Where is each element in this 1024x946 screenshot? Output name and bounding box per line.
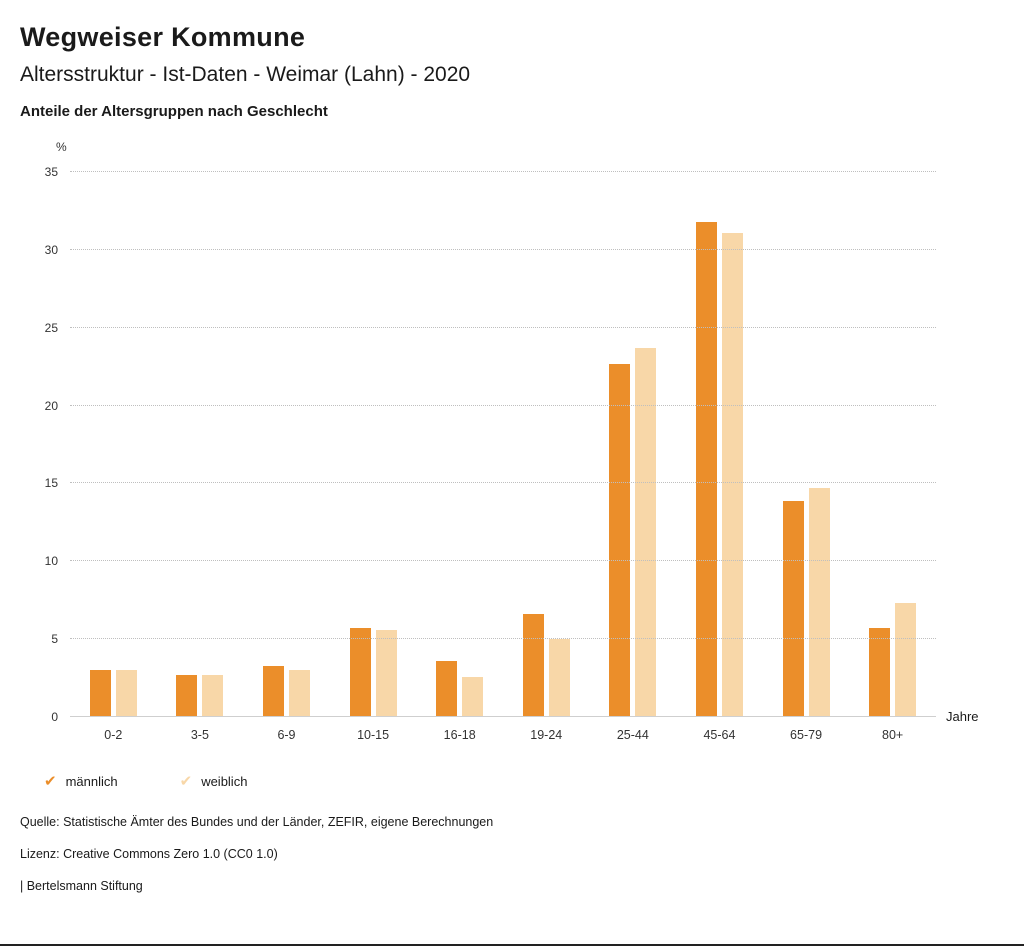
report-page: Wegweiser Kommune Altersstruktur - Ist-D… (20, 22, 1004, 893)
bar-group-10-15 (330, 172, 417, 717)
y-tick-label-10: 10 (44, 554, 58, 569)
legend-check-icon-männlich: ✔ (44, 773, 57, 790)
x-tick-label-16-18: 16-18 (443, 728, 476, 742)
bar-männlich-6-9[interactable] (262, 665, 284, 717)
bar-weiblich-16-18[interactable] (462, 676, 484, 717)
bar-männlich-65-79[interactable] (782, 500, 804, 717)
bar-weiblich-45-64[interactable] (721, 232, 743, 717)
chart-title: Anteile der Altersgruppen nach Geschlech… (20, 103, 328, 120)
bar-group-25-44 (590, 172, 677, 717)
gridline-35 (70, 171, 936, 172)
bar-group-65-79 (763, 172, 850, 717)
gridline-5 (70, 638, 936, 640)
x-tick-label-19-24: 19-24 (530, 728, 563, 742)
legend-check-icon-weiblich: ✔ (179, 773, 193, 790)
y-tick-label-5: 5 (51, 632, 58, 647)
x-axis-unit-label: Jahre (946, 709, 979, 724)
y-tick-label-15: 15 (44, 476, 58, 491)
bar-group-6-9 (243, 172, 330, 717)
bar-group-45-64 (676, 172, 763, 717)
bar-weiblich-3-5[interactable] (202, 674, 224, 717)
bar-männlich-10-15[interactable] (349, 628, 371, 717)
bar-weiblich-19-24[interactable] (548, 639, 570, 717)
x-tick-label-0-2: 0-2 (104, 728, 123, 742)
chart-legend: ✔ männlich ✔ weiblich (44, 774, 1004, 789)
bar-weiblich-10-15[interactable] (375, 629, 397, 717)
bar-weiblich-6-9[interactable] (288, 670, 310, 717)
y-tick-label-25: 25 (44, 320, 58, 335)
bar-groups (70, 172, 936, 717)
source-text: Quelle: Statistische Ämter des Bundes un… (20, 815, 494, 829)
bar-weiblich-25-44[interactable] (635, 347, 657, 717)
x-axis-tick-labels: 0-2 3-5 6-9 10-15 16-18 19-24 25-44 45-64 65-79 8… (70, 728, 936, 742)
legend-label-weiblich: weiblich (201, 774, 248, 789)
gridline-15 (70, 482, 936, 484)
x-tick-label-3-5: 3-5 (190, 728, 209, 742)
x-tick-label-6-9: 6-9 (277, 728, 296, 742)
x-tick-label-10-15: 10-15 (357, 728, 390, 742)
bar-group-3-5 (157, 172, 244, 717)
bar-männlich-19-24[interactable] (522, 614, 544, 717)
gridline-25 (70, 326, 936, 328)
bar-weiblich-0-2[interactable] (115, 670, 137, 717)
y-tick-label-35: 35 (44, 165, 58, 179)
page-subtitle: Altersstruktur - Ist-Daten - Weimar (Lah… (20, 63, 471, 86)
bar-weiblich-80+[interactable] (895, 603, 917, 717)
bar-group-80+ (849, 172, 936, 717)
x-tick-label-45-64: 45-64 (703, 728, 736, 742)
footer: Quelle: Statistische Ämter des Bundes un… (20, 815, 1004, 893)
gridline-10 (70, 560, 936, 562)
x-tick-label-80+: 80+ (882, 728, 904, 742)
license-text: Lizenz: Creative Commons Zero 1.0 (CC0 1… (20, 847, 278, 861)
attribution-text: | Bertelsmann Stiftung (20, 879, 143, 893)
bar-chart: % Jahre 0 5 10 15 20 25 30 35 0-2 3-5 6-9 10-15 16-… (45, 140, 979, 742)
gridline-20 (70, 404, 936, 406)
bar-männlich-16-18[interactable] (436, 660, 458, 717)
plot-area: Jahre 0 5 10 15 20 25 30 35 (45, 165, 979, 724)
gridline-30 (70, 248, 936, 250)
x-tick-label-25-44: 25-44 (616, 728, 649, 742)
page-title: Wegweiser Kommune (20, 22, 306, 52)
legend-item-weiblich[interactable]: ✔ weiblich (180, 774, 248, 789)
bar-group-0-2 (70, 172, 157, 717)
bar-weiblich-65-79[interactable] (808, 488, 830, 717)
y-axis-unit-label: % (56, 140, 67, 154)
bar-group-19-24 (503, 172, 590, 717)
y-tick-label-20: 20 (44, 398, 58, 413)
bar-männlich-80+[interactable] (869, 628, 891, 717)
legend-item-männlich[interactable]: ✔ männlich (44, 774, 118, 789)
bar-group-16-18 (416, 172, 503, 717)
y-tick-label-0: 0 (51, 710, 58, 724)
x-tick-label-65-79: 65-79 (790, 728, 823, 742)
legend-label-männlich: männlich (65, 774, 118, 789)
gridline-0 (70, 716, 936, 717)
bar-männlich-45-64[interactable] (695, 221, 717, 717)
bar-männlich-25-44[interactable] (609, 363, 631, 717)
bar-männlich-3-5[interactable] (176, 674, 198, 717)
y-tick-label-30: 30 (44, 242, 58, 257)
bar-männlich-0-2[interactable] (89, 670, 111, 717)
